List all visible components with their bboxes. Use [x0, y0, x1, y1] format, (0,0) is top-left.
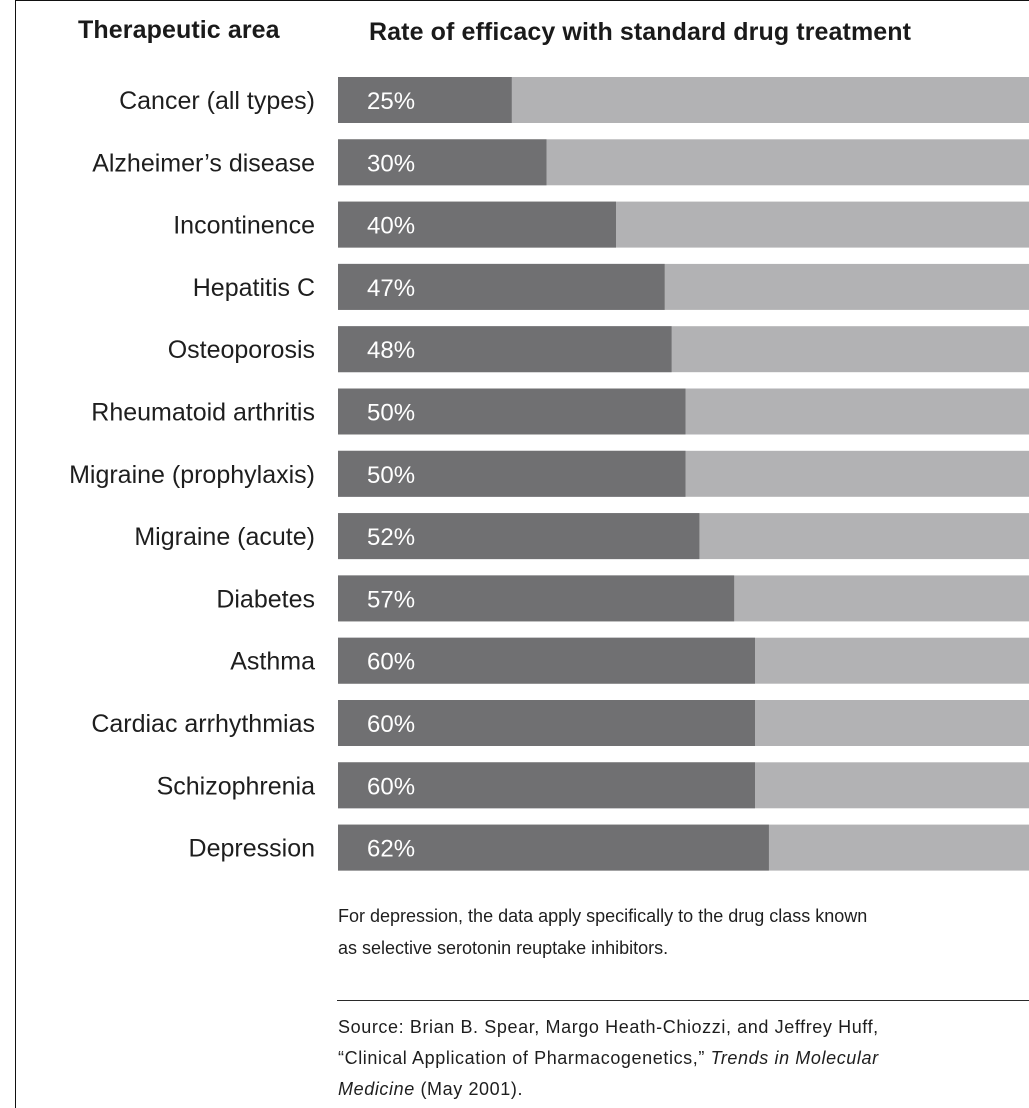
category-label: Alzheimer’s disease: [92, 149, 315, 177]
category-label: Asthma: [230, 648, 315, 676]
bar-value-label: 62%: [367, 836, 415, 863]
bar-efficacy: [338, 575, 735, 622]
bar-value-label: 60%: [367, 711, 415, 738]
category-label: Cardiac arrhythmias: [91, 710, 315, 738]
bar-value-label: 50%: [367, 400, 415, 427]
source-line-2-text: “Clinical Application of Pharmacogenetic…: [338, 1048, 711, 1068]
bar-value-label: 25%: [367, 88, 415, 115]
category-label: Rheumatoid arthritis: [91, 399, 315, 427]
bar-efficacy: [338, 388, 686, 435]
bar-value-label: 40%: [367, 213, 415, 240]
bar-efficacy: [338, 263, 665, 310]
category-label: Hepatitis C: [193, 274, 315, 302]
category-label: Diabetes: [216, 585, 315, 613]
bar-value-label: 50%: [367, 462, 415, 489]
bar-efficacy: [338, 637, 755, 684]
page-border: [15, 0, 1029, 1108]
journal-title-part-2: Medicine: [338, 1079, 415, 1099]
bar-efficacy: [338, 326, 672, 373]
category-label: Migraine (acute): [134, 523, 315, 551]
bar-efficacy: [338, 139, 547, 186]
category-label: Osteoporosis: [168, 336, 315, 364]
source-divider: [337, 1000, 1029, 1001]
source-citation: Source: Brian B. Spear, Margo Heath-Chio…: [338, 1012, 1029, 1105]
source-date: (May 2001).: [414, 1079, 524, 1099]
category-label: Cancer (all types): [119, 87, 315, 115]
bar-value-label: 47%: [367, 275, 415, 302]
bar-value-label: 60%: [367, 649, 415, 676]
category-label: Migraine (prophylaxis): [69, 461, 315, 489]
category-label: Depression: [189, 835, 315, 863]
depression-note: For depression, the data apply specifica…: [338, 900, 1029, 964]
bar-efficacy: [338, 762, 755, 809]
bar-value-label: 57%: [367, 586, 415, 613]
bar-efficacy: [338, 450, 686, 497]
category-label: Incontinence: [173, 212, 315, 240]
bar-value-label: 48%: [367, 337, 415, 364]
note-line-1: For depression, the data apply specifica…: [338, 906, 868, 926]
source-line-1: Source: Brian B. Spear, Margo Heath-Chio…: [338, 1017, 879, 1037]
journal-title-part-1: Trends in Molecular: [710, 1048, 879, 1068]
bar-efficacy: [338, 77, 512, 123]
therapeutic-area-header: Therapeutic area: [78, 16, 280, 44]
source-line-3: Medicine (May 2001).: [338, 1074, 1029, 1105]
note-line-2: as selective serotonin reuptake inhibito…: [338, 938, 669, 958]
bar-efficacy: [338, 513, 700, 560]
bar-efficacy: [338, 824, 769, 871]
bar-value-label: 52%: [367, 524, 415, 551]
bar-value-label: 60%: [367, 773, 415, 800]
bar-value-label: 30%: [367, 150, 415, 177]
category-label: Schizophrenia: [157, 772, 316, 800]
source-line-2: “Clinical Application of Pharmacogenetic…: [338, 1043, 1029, 1074]
efficacy-rate-header: Rate of efficacy with standard drug trea…: [369, 18, 912, 46]
bar-efficacy: [338, 700, 755, 746]
bar-efficacy: [338, 201, 616, 248]
